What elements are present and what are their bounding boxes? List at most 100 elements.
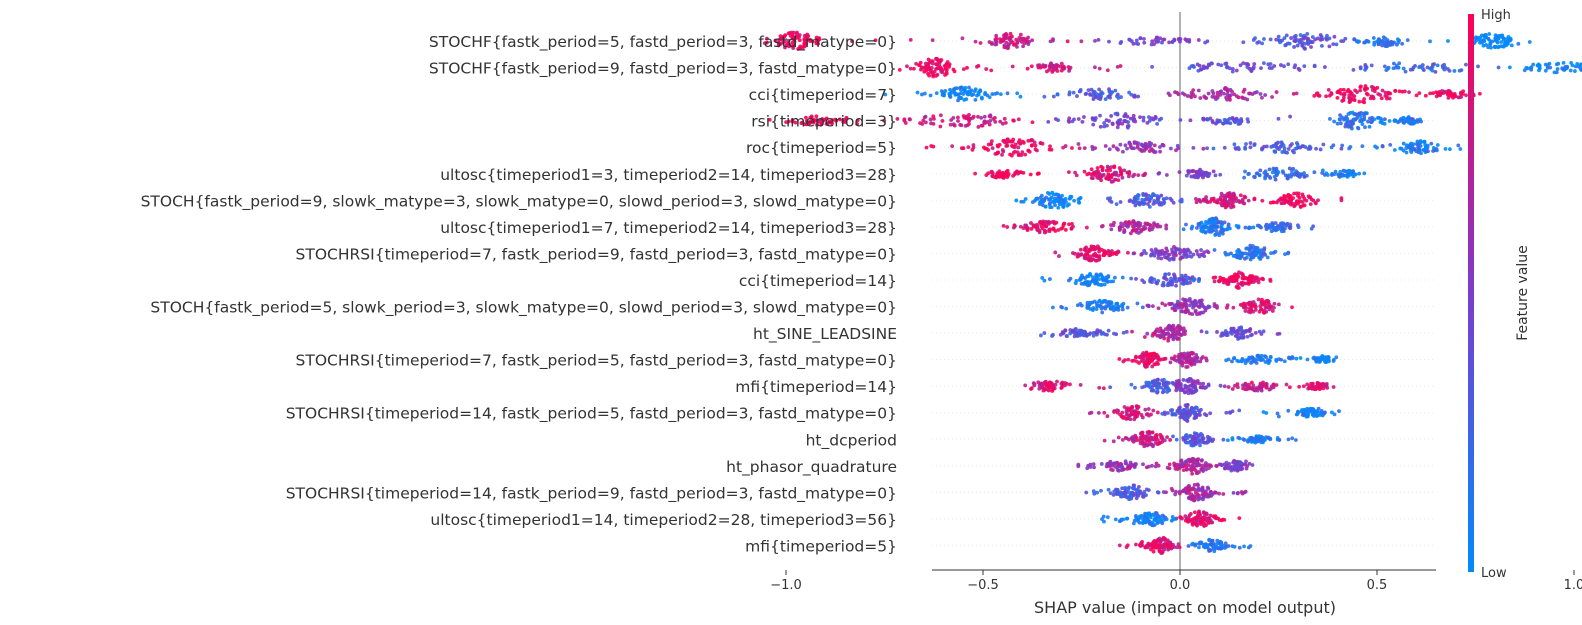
shap-point [1288,167,1292,171]
shap-point [1106,515,1110,519]
shap-point [1307,409,1311,413]
shap-point [1327,88,1331,92]
shap-point [1198,413,1202,417]
shap-point [1218,276,1222,280]
shap-point [1306,387,1310,391]
shap-point [1112,332,1116,336]
shap-point [931,75,935,79]
shap-point [1222,92,1226,96]
shap-point [1191,487,1195,491]
shap-point [1187,38,1191,42]
shap-point [1164,246,1168,250]
shap-point [1107,329,1111,333]
shap-point [1232,254,1236,258]
shap-point [1132,485,1136,489]
shap-point [1085,466,1089,470]
shap-point [1198,198,1202,202]
shap-point [1205,330,1209,334]
shap-point [957,92,961,96]
shap-point [1151,304,1155,308]
shap-point [1361,122,1365,126]
shap-point [1283,195,1287,199]
shap-point [1170,329,1174,333]
shap-point [1231,275,1235,279]
shap-point [1148,223,1152,227]
shap-point [1257,298,1261,302]
shap-point [1187,496,1191,500]
shap-point [1302,171,1306,175]
shap-point [1259,358,1263,362]
shap-point [1155,122,1159,126]
shap-point [1230,360,1234,364]
shap-point [1193,380,1197,384]
shap-point [1272,201,1276,205]
shap-point [1262,410,1266,414]
shap-point [932,122,936,126]
shap-point [1239,464,1243,468]
shap-point [1416,140,1420,144]
shap-point [964,124,968,128]
shap-point [1207,174,1211,178]
shap-point [1366,93,1370,97]
shap-point [1129,93,1133,97]
shap-point [1158,358,1162,362]
shap-point [1247,199,1251,203]
shap-point [1267,303,1271,307]
shap-point [1030,227,1034,231]
shap-point [1112,493,1116,497]
shap-point [1173,303,1177,307]
shap-point [1134,277,1138,281]
shap-point [1186,403,1190,407]
shap-point [1014,199,1018,203]
shap-point [1272,64,1276,68]
shap-point [1359,67,1363,71]
shap-point [1289,36,1293,40]
shap-point [1293,35,1297,39]
shap-point [1242,383,1246,387]
shap-point [1154,383,1158,387]
feature-row-points [1117,350,1338,368]
shap-point [1051,69,1055,73]
shap-point [1134,412,1138,416]
shap-point [1127,38,1131,42]
shap-point [1205,39,1209,43]
shap-point [1060,202,1064,206]
shap-point [1269,38,1273,42]
shap-point [1134,489,1138,493]
shap-point [1140,228,1144,232]
shap-point [1054,383,1058,387]
shap-point [1204,195,1208,199]
shap-point [1147,488,1151,492]
shap-point [1182,378,1186,382]
shap-point [1193,174,1197,178]
shap-point [1272,167,1276,171]
shap-point [1284,173,1288,177]
shap-point [956,119,960,123]
shap-point [1055,380,1059,384]
shap-point [1005,225,1009,229]
shap-point [983,120,987,124]
shap-point [989,68,993,72]
shap-point [1163,303,1167,307]
shap-point [1273,175,1277,179]
shap-point [1131,174,1135,178]
shap-point [1210,89,1214,93]
shap-point [1097,386,1101,390]
shap-point [1434,70,1438,74]
shap-point [1215,200,1219,204]
shap-point [1321,169,1325,173]
shap-point [1340,144,1344,148]
shap-point [1147,304,1151,308]
shap-point [1102,520,1106,524]
shap-point [1174,308,1178,312]
shap-point [1124,490,1128,494]
shap-point [1004,140,1008,144]
shap-point [1393,89,1397,93]
shap-point [1396,37,1400,41]
shap-point [1235,382,1239,386]
shap-point [1075,94,1079,98]
shap-point [1274,359,1278,363]
shap-point [936,73,940,77]
shap-point [1064,228,1068,232]
shap-point [1240,490,1244,494]
